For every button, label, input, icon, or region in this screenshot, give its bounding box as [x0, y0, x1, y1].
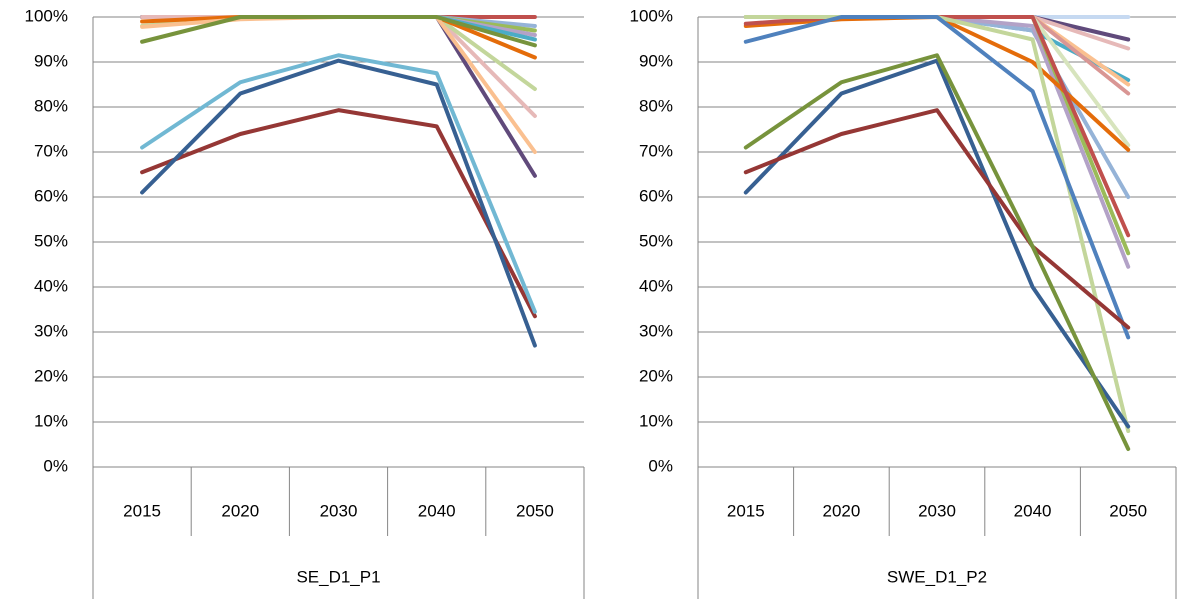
y-tick-label: 40% [639, 276, 673, 295]
series-line [140, 53, 537, 314]
series-line [743, 15, 1131, 152]
y-tick-label: 80% [639, 96, 673, 115]
y-tick-label: 90% [639, 51, 673, 70]
y-tick-label: 20% [639, 366, 673, 385]
series-line [140, 58, 537, 348]
y-tick-label: 100% [25, 6, 68, 25]
x-group-label: SWE_D1_P2 [887, 567, 987, 586]
series-line [140, 108, 537, 319]
x-tick-label: 2040 [1014, 501, 1052, 520]
series-line [140, 15, 537, 48]
series-line [743, 15, 1131, 340]
y-tick-label: 70% [639, 141, 673, 160]
y-tick-label: 80% [34, 96, 68, 115]
x-tick-label: 2050 [516, 501, 554, 520]
y-tick-label: 70% [34, 141, 68, 160]
x-tick-label: 2030 [320, 501, 358, 520]
x-tick-label: 2040 [418, 501, 456, 520]
x-tick-label: 2050 [1109, 501, 1147, 520]
series-line [743, 58, 1131, 429]
series-line [743, 108, 1131, 330]
y-tick-label: 30% [639, 321, 673, 340]
y-tick-label: 90% [34, 51, 68, 70]
y-tick-label: 50% [34, 231, 68, 250]
y-tick-label: 60% [34, 186, 68, 205]
y-tick-label: 10% [34, 411, 68, 430]
x-tick-label: 2020 [822, 501, 860, 520]
x-group-label: SE_D1_P1 [296, 567, 380, 586]
y-tick-label: 30% [34, 321, 68, 340]
x-tick-label: 2020 [221, 501, 259, 520]
x-tick-label: 2015 [727, 501, 765, 520]
y-tick-label: 10% [639, 411, 673, 430]
y-tick-label: 50% [639, 231, 673, 250]
series-line [743, 15, 1131, 433]
y-tick-label: 60% [639, 186, 673, 205]
series-line [743, 53, 1131, 451]
y-tick-label: 0% [648, 456, 673, 475]
x-tick-label: 2030 [918, 501, 956, 520]
y-tick-label: 0% [43, 456, 68, 475]
y-tick-label: 20% [34, 366, 68, 385]
y-tick-label: 40% [34, 276, 68, 295]
y-tick-label: 100% [630, 6, 673, 25]
x-tick-label: 2015 [123, 501, 161, 520]
